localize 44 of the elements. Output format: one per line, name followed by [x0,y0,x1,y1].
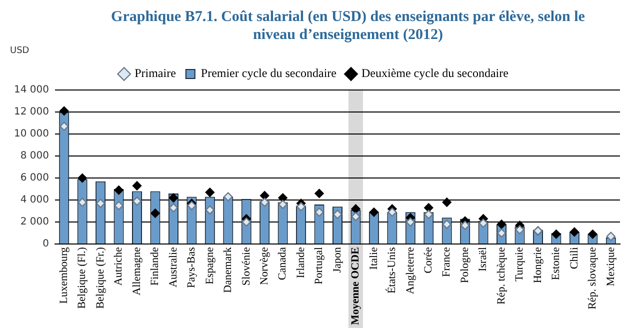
x-tick-label: Israël [477,247,490,272]
x-tick-label: Portugal [313,247,326,284]
x-tick-label: Autriche [112,246,125,286]
x-tick-label: Norvège [258,246,270,285]
x-tick-label: Estonie [550,246,562,280]
legend-label: Primaire [134,66,176,80]
x-tick-label: Angleterre [404,246,416,294]
x-tick-label: Belgique (Fl.) [76,246,88,309]
x-tick-label: États-Unis [385,247,398,294]
x-tick-label: Pologne [458,246,471,284]
x-tick-label: Rép. slovaque [586,246,599,310]
x-tick-label: Rép. tchèque [495,246,508,305]
x-tick-label: Canada [276,246,289,280]
chart-title: Graphique B7.1. Coût salarial (en USD) des enseignants par élève, selon le niveau d’enseignement (2012) [110,8,586,44]
y-tick-label: 12 000 [14,106,49,118]
y-tick-label: 6 000 [20,172,49,184]
x-tick-label: Pays-Bas [186,247,198,288]
x-tick-label: Slovénie [240,246,252,286]
y-tick-label: 14 000 [14,84,49,96]
legend-label: Deuxième cycle du secondaire [361,66,508,80]
y-tick-label: 10 000 [14,128,49,140]
x-tick-label: Turquie [514,246,526,282]
x-tick-label: Mexique [604,246,617,286]
x-tick-label: Australie [167,246,180,288]
x-tick-label: Espagne [204,246,216,284]
x-tick-label: Allemagne [130,246,143,296]
x-tick-label: France [440,246,453,278]
x-tick-label: Moyenne OCDE [350,247,362,326]
x-tick-label: Chili [568,247,580,270]
x-tick-label: Irlande [294,246,307,278]
y-tick-label: 8 000 [20,150,49,162]
x-tick-label: Danemark [222,246,234,293]
y-tick-label: 2 000 [20,216,49,228]
x-tick-label: Japon [331,246,344,273]
x-tick-label: Corée [422,246,435,274]
x-tick-label: Belgique (Fr.) [94,246,106,309]
x-tick-label: Luxembourg [58,246,70,304]
x-tick-label: Italie [368,246,380,270]
y-tick-label: 4 000 [20,194,49,206]
legend-label: Premier cycle du secondaire [200,66,337,80]
y-axis-title: USD [10,46,30,58]
x-tick-label: Hongrie [532,246,544,284]
y-tick-label: 0 [42,238,49,250]
x-tick-label: Finlande [149,246,162,286]
